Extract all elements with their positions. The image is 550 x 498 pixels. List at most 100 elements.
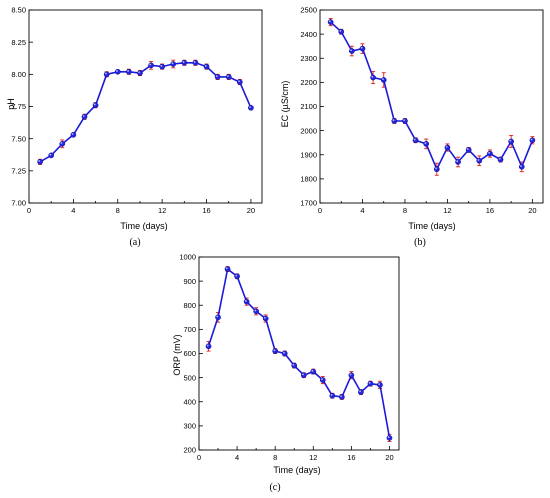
data-point-highlight [193,61,196,63]
y-axis-title: ORP (mV) [172,334,182,375]
x-axis-title: Time (days) [120,221,167,231]
series-line [207,267,391,439]
y-tick-label: 8.50 [11,6,26,15]
x-tick-label: 12 [309,453,317,462]
data-point [465,147,472,153]
data-point [487,150,493,157]
data-point [37,158,43,165]
data-point [497,156,504,163]
data-point [367,380,374,387]
x-tick-label: 4 [71,206,75,215]
panel-label: (b) [414,237,426,248]
data-point [281,350,288,357]
y-tick-label: 2400 [300,30,317,39]
data-point-highlight [435,167,437,170]
x-tick-label: 8 [116,206,120,215]
chart-panel-orp: Time (days) ORP (mV) (c) 0 4 8 12 16 20 200 300… [172,253,400,493]
y-tick-label: 1000 [179,253,196,262]
data-point [310,368,317,375]
data-point-highlight [225,267,228,270]
y-tick-label: 7.25 [11,167,26,176]
data-point [126,68,132,75]
data-point-highlight [238,80,240,83]
x-tick-label: 12 [158,206,166,215]
data-point [508,138,514,145]
data-point-highlight [424,142,427,144]
data-point-highlight [160,64,163,67]
data-point-highlight [227,75,229,78]
y-tick-label: 8.25 [11,38,26,47]
data-point [476,157,483,164]
x-tick-label: 4 [360,206,364,215]
x-axis-title: Time (days) [408,221,455,231]
data-point [327,19,334,25]
x-tick-label: 20 [385,453,393,462]
data-point [518,163,525,170]
data-point [529,137,536,144]
data-point-highlight [204,64,207,67]
y-tick-label: 7.75 [11,102,26,111]
data-point-highlight [273,349,276,352]
y-tick-label: 900 [183,277,196,286]
panel-label: (a) [129,237,140,248]
y-tick-label: 800 [183,301,196,310]
data-point [137,70,143,76]
data-point [181,59,188,66]
data-point-highlight [368,381,371,384]
data-point [319,377,326,383]
data-point-highlight [254,309,257,312]
data-point-highlight [350,49,352,52]
plot-frame [198,256,400,451]
data-point [300,372,307,379]
y-tick-label: 7.50 [11,134,26,143]
y-axis-title: pH [6,98,16,110]
data-point-highlight [488,151,491,154]
data-point-highlight [38,160,41,162]
data-point-highlight [371,75,374,78]
data-point [192,59,199,66]
data-point [262,315,269,322]
data-point-highlight [360,46,363,49]
x-tick-label: 0 [318,206,322,215]
x-tick-label: 16 [347,453,355,462]
data-point-highlight [321,378,323,381]
data-point-highlight [339,30,342,32]
data-point [348,372,355,379]
data-point [243,298,250,305]
data-point-highlight [413,138,416,141]
data-point [148,62,154,69]
data-point [412,137,419,144]
x-tick-label: 16 [202,206,210,215]
data-point [205,343,212,350]
data-point-highlight [116,70,118,72]
data-point [59,140,66,147]
data-point [214,74,221,80]
x-tick-label: 8 [403,206,407,215]
data-point-highlight [378,383,381,385]
data-point [203,63,210,70]
data-point [455,159,461,165]
data-point-highlight [477,159,480,161]
data-point-highlight [244,299,247,302]
data-point [170,61,177,67]
data-point-highlight [263,316,266,319]
data-point [370,74,376,81]
data-point [391,118,398,124]
x-tick-label: 16 [486,206,494,215]
chart-panel-ph: Time (days) pH (a) 0 4 8 12 16 20 7.00 7.25 7.50… [6,6,263,248]
y-tick-label: 1800 [300,175,317,184]
data-point [215,314,221,321]
panel-label: (c) [269,482,280,493]
data-point-highlight [93,103,96,106]
data-point-highlight [456,160,459,163]
plot-frame [319,9,544,204]
data-point-highlight [215,75,218,78]
x-tick-label: 12 [443,206,451,215]
data-point [329,392,336,399]
data-point [236,79,243,85]
y-axis-title: EC (µS/cm) [280,81,290,128]
data-point-highlight [520,165,522,167]
data-point [339,394,345,400]
y-tick-label: 2100 [300,102,317,111]
x-axis-title: Time (days) [273,465,320,475]
